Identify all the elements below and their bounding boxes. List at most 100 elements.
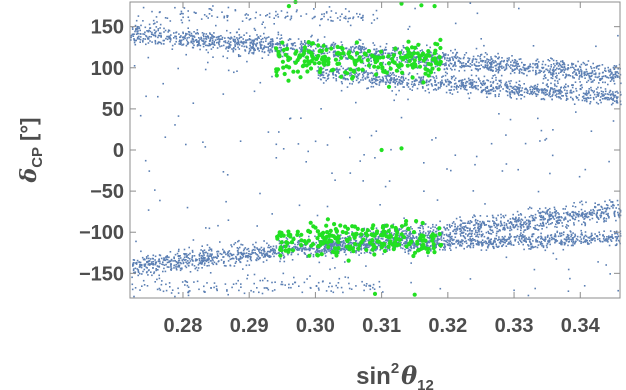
data-point-background (529, 70, 531, 72)
data-point-background (535, 70, 537, 72)
data-point-background (517, 225, 519, 228)
data-point-background (521, 219, 524, 221)
data-point-background (211, 39, 214, 42)
data-point-background (556, 226, 558, 228)
data-point-background (465, 242, 468, 244)
data-point-background (333, 50, 335, 53)
data-point-background (201, 260, 204, 263)
data-point-background (613, 82, 616, 85)
data-point-background (401, 83, 403, 85)
data-point-background (239, 261, 242, 264)
data-point-background (416, 67, 419, 69)
data-point-background (593, 210, 595, 212)
data-point-background (522, 66, 524, 69)
data-point-background (531, 245, 534, 248)
data-point-background (544, 238, 547, 240)
data-point-background (542, 97, 545, 100)
data-point-background (438, 242, 441, 245)
data-point-background (136, 259, 139, 262)
data-point-background (478, 229, 481, 231)
data-point-background (450, 75, 453, 78)
data-point-background (390, 52, 393, 55)
data-point-background (555, 77, 558, 79)
data-point-background (163, 27, 165, 30)
data-point-background (464, 237, 467, 240)
data-point-background (599, 209, 601, 211)
data-point-background (241, 41, 243, 43)
data-point-background (522, 239, 525, 242)
data-point-background (373, 74, 375, 76)
data-point-background (529, 89, 532, 91)
data-point-background (463, 65, 466, 68)
data-point-background (556, 93, 558, 95)
data-point-background (385, 83, 387, 85)
data-point-background (195, 32, 197, 35)
data-point-background (253, 48, 255, 51)
data-point-background (474, 67, 477, 70)
data-point-background (443, 226, 445, 229)
data-point-background (509, 72, 512, 75)
data-point-background (489, 241, 492, 244)
data-point-background (534, 73, 537, 76)
data-point-background (460, 66, 463, 69)
data-point-background (500, 74, 503, 77)
data-point-background (541, 210, 544, 213)
data-point-background (462, 84, 465, 86)
data-point-background (207, 256, 210, 259)
data-point-background (382, 53, 384, 55)
data-point-background (164, 29, 167, 32)
data-point-background (465, 52, 468, 54)
data-point-background (582, 95, 585, 98)
data-point-background (198, 253, 201, 256)
data-point-background (518, 237, 520, 240)
data-point-background (518, 243, 520, 245)
data-point-background (262, 47, 265, 50)
data-point-background (289, 38, 292, 41)
data-point-background (581, 96, 584, 98)
data-point-background (567, 220, 569, 223)
data-point-background (398, 236, 401, 239)
data-point-background (234, 44, 236, 46)
data-point-background (565, 226, 567, 228)
data-point-background (572, 242, 574, 244)
data-point-background (598, 82, 600, 84)
data-point-background (420, 79, 423, 82)
data-point-background (277, 31, 280, 34)
data-point-background (237, 248, 240, 250)
data-point-background (557, 219, 559, 221)
data-point-background (324, 243, 327, 246)
data-point-background (257, 258, 260, 261)
data-point-background (286, 43, 289, 45)
data-point-background (352, 80, 354, 83)
data-point-background (367, 55, 370, 58)
data-point-background (463, 229, 465, 231)
data-point-background (577, 214, 580, 216)
data-point-background (466, 246, 468, 248)
data-point-background (478, 242, 481, 244)
data-point-background (440, 237, 442, 239)
data-point-background (523, 222, 525, 225)
data-point-background (393, 232, 396, 235)
data-point-background (373, 48, 375, 51)
data-point-background (498, 245, 500, 248)
data-point-background (291, 259, 294, 261)
data-point-background (244, 49, 246, 51)
data-point-background (533, 219, 536, 222)
data-point-background (446, 59, 448, 62)
data-point-background (298, 236, 301, 238)
data-point-background (267, 46, 269, 48)
data-point-background (211, 257, 213, 259)
data-point-background (524, 88, 526, 91)
data-point-background (547, 241, 550, 243)
data-point-background (238, 258, 240, 260)
data-point-background (332, 71, 335, 73)
data-point-background (608, 98, 610, 101)
data-point-background (242, 249, 245, 252)
data-point-background (277, 43, 279, 46)
data-point-background (540, 89, 543, 91)
data-point-background (225, 46, 228, 48)
data-point-background (411, 86, 414, 88)
data-point-background (471, 81, 474, 84)
data-point-background (362, 62, 365, 65)
data-point-background (222, 55, 224, 58)
